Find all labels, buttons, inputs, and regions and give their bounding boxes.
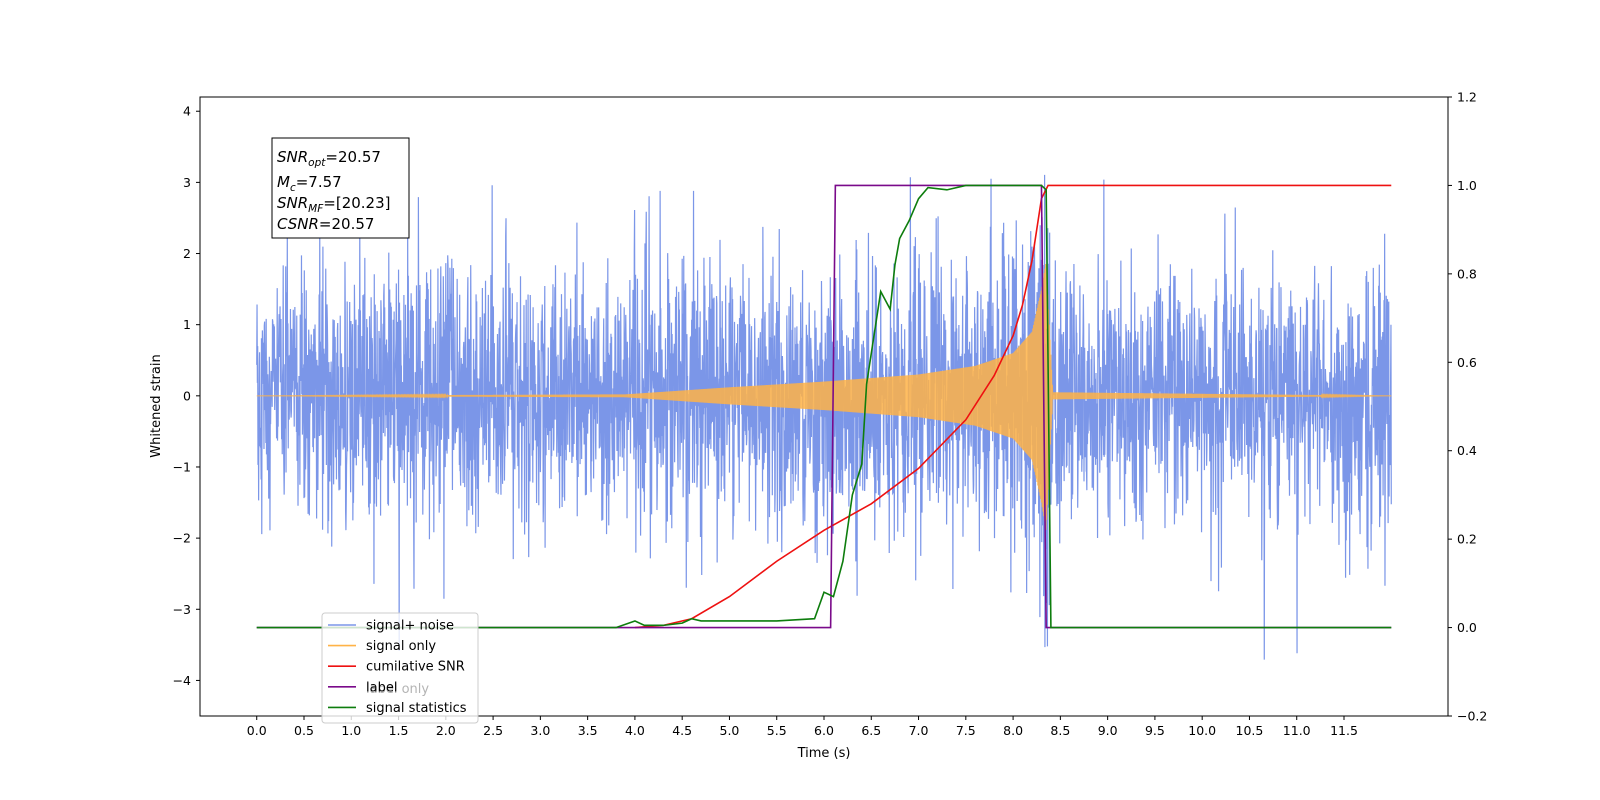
snr-opt-symbol: SNR xyxy=(277,148,308,166)
y-right-tick-label: 1.0 xyxy=(1457,178,1477,193)
annotation-snr-opt: SNRopt=20.57 xyxy=(277,148,381,169)
y-left-tick-label: 2 xyxy=(183,246,191,261)
x-tick-label: 11.5 xyxy=(1330,723,1358,738)
y-left-tick-label: 4 xyxy=(183,104,191,119)
left-y-axis: 4 3 2 1 0 −1 −2 −3 −4 xyxy=(173,104,200,688)
x-tick-label: 1.5 xyxy=(389,723,409,738)
annotation-mc: Mc=7.57 xyxy=(277,173,342,194)
legend-label: signal+ noise xyxy=(366,619,454,634)
legend-entries: signal+ noise signal only cumilative SNR la… xyxy=(328,619,467,716)
y-right-tick-label: 0.8 xyxy=(1457,266,1477,281)
mc-value: =7.57 xyxy=(296,173,342,191)
y-left-tick-label: −3 xyxy=(173,602,191,617)
y-left-tick-label: 3 xyxy=(183,175,191,190)
mc-subscript: c xyxy=(290,182,296,194)
x-tick-label: 10.0 xyxy=(1188,723,1216,738)
x-tick-label: 5.0 xyxy=(720,723,740,738)
x-tick-label: 7.5 xyxy=(956,723,976,738)
y-right-tick-label: 1.2 xyxy=(1457,90,1477,105)
y-left-tick-label: 0 xyxy=(183,388,191,403)
y-right-tick-label: 0.6 xyxy=(1457,355,1477,370)
annotation-csnr: CSNR=20.57 xyxy=(277,215,374,233)
y-right-tick-label: 0.4 xyxy=(1457,443,1477,458)
x-tick-label: 3.5 xyxy=(578,723,598,738)
x-tick-label: 0.0 xyxy=(247,723,267,738)
x-tick-label: 0.5 xyxy=(294,723,314,738)
y-left-tick-label: −2 xyxy=(173,531,191,546)
snr-mf-symbol: SNR xyxy=(277,194,308,212)
legend-label: signal only xyxy=(366,639,436,654)
x-tick-label: 2.0 xyxy=(436,723,456,738)
x-tick-label: 2.5 xyxy=(483,723,503,738)
series-layer xyxy=(256,174,1392,660)
csnr-value: =20.57 xyxy=(319,215,375,233)
x-tick-label: 4.5 xyxy=(672,723,692,738)
legend-label: signal statistics xyxy=(366,701,467,716)
x-tick-label: 11.0 xyxy=(1283,723,1311,738)
x-tick-label: 3.0 xyxy=(530,723,550,738)
legend-label: label xyxy=(366,680,397,695)
y-left-tick-label: −4 xyxy=(173,673,191,688)
legend-ghost-text: label only xyxy=(366,682,429,697)
x-tick-label: 9.5 xyxy=(1145,723,1165,738)
series-signal-statistics-line xyxy=(256,184,1392,629)
series-cumilative-snr-line xyxy=(634,184,1392,629)
x-tick-label: 8.0 xyxy=(1003,723,1023,738)
annotation-snr-mf: SNRMF=[20.23] xyxy=(277,194,391,215)
x-tick-label: 6.0 xyxy=(814,723,834,738)
snr-opt-subscript: opt xyxy=(308,157,326,169)
x-tick-label: 1.0 xyxy=(341,723,361,738)
x-tick-label: 4.0 xyxy=(625,723,645,738)
x-axis: 0.0 0.5 1.0 1.5 2.0 2.5 3.0 3.5 4.0 4.5 5.0 5.5 6.0 6… xyxy=(247,716,1358,738)
legend-frame xyxy=(321,612,479,724)
y-right-tick-label: −0.2 xyxy=(1457,709,1487,724)
x-tick-label: 9.0 xyxy=(1098,723,1118,738)
x-axis-label: Time (s) xyxy=(797,746,851,761)
csnr-symbol: CSNR xyxy=(277,215,319,233)
y-axis-label: Whitened strain xyxy=(149,354,164,457)
y-left-tick-label: −1 xyxy=(173,459,191,474)
legend: label only signal+ noise signal only cumil… xyxy=(321,612,479,724)
right-y-axis: 1.2 1.0 0.8 0.6 0.4 0.2 0.0 −0.2 xyxy=(1448,90,1487,724)
x-tick-label: 8.5 xyxy=(1050,723,1070,738)
x-tick-label: 7.0 xyxy=(909,723,929,738)
legend-label: cumilative SNR xyxy=(366,660,465,675)
y-right-tick-label: 0.2 xyxy=(1457,532,1477,547)
annotation-frame xyxy=(271,137,410,239)
series-signal-only-line xyxy=(256,264,1392,530)
x-tick-label: 6.5 xyxy=(861,723,881,738)
x-tick-label: 5.5 xyxy=(767,723,787,738)
x-tick-label: 10.5 xyxy=(1236,723,1264,738)
annotation-box: SNRopt=20.57 Mc=7.57 SNRMF=[20.23] CSNR=… xyxy=(271,137,410,239)
y-right-tick-label: 0.0 xyxy=(1457,620,1477,635)
snr-opt-value: =20.57 xyxy=(325,148,381,166)
snr-mf-value: =[20.23] xyxy=(323,194,390,212)
mc-symbol: M xyxy=(277,173,290,191)
y-left-tick-label: 1 xyxy=(183,317,191,332)
snr-mf-subscript: MF xyxy=(308,203,324,215)
series-signal-noise-line xyxy=(256,174,1392,660)
